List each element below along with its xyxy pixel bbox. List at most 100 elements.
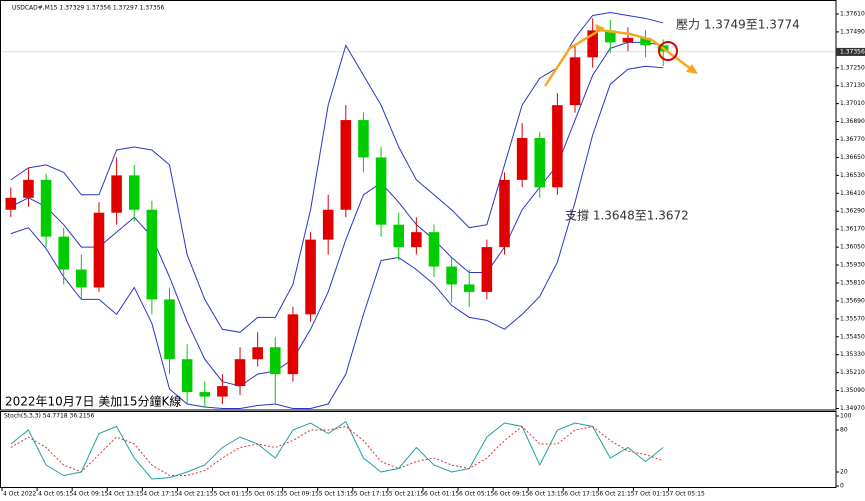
y-tick-label: 1.37610 [840, 10, 865, 17]
candle-body [146, 209, 158, 300]
bollinger-lower [10, 65, 664, 410]
candle-body [622, 37, 634, 43]
x-tick-label: 4 Oct 17:15 [143, 491, 178, 498]
y-tick-label: 1.36050 [840, 244, 865, 251]
candle-body [569, 57, 581, 106]
candle-body [58, 236, 69, 270]
x-tick-label: 6 Oct 13:15 [529, 491, 564, 498]
candle-body [252, 347, 263, 360]
y-tick-label: 1.36290 [840, 208, 865, 215]
stoch-panel [0, 411, 837, 488]
y-tick-label: 80 [840, 427, 848, 434]
x-tick-label: 6 Oct 21:15 [599, 491, 634, 498]
x-tick-label: 6 Oct 01:15 [424, 491, 459, 498]
candle-body [605, 30, 616, 43]
candle-body [40, 179, 52, 237]
candle-body [481, 247, 493, 292]
chart-subtitle: 2022年10月7日 美加15分鐘K線 [5, 394, 181, 409]
y-tick-label: 1.36530 [840, 172, 865, 179]
y-tick-label: 1.35450 [840, 333, 865, 340]
x-tick-label: 6 Oct 17:15 [564, 491, 599, 498]
candle-body [393, 224, 404, 248]
annotation: 支撐 1.3648至1.3672 [565, 209, 689, 223]
y-tick-label: 1.35330 [840, 351, 865, 358]
x-tick-label: 4 Oct 09:15 [73, 491, 108, 498]
y-tick-label: 20 [840, 469, 848, 476]
y-tick-label: 1.37010 [840, 100, 865, 107]
y-tick-label: 1.35810 [840, 279, 865, 286]
stoch-line [10, 425, 664, 476]
y-tick-label: 1.36170 [840, 226, 865, 233]
x-tick-label: 6 Oct 09:15 [494, 491, 529, 498]
highlight-circle [658, 41, 678, 61]
candle-body [322, 209, 334, 240]
candle-body [640, 37, 651, 46]
x-tick-label: 5 Oct 17:15 [354, 491, 389, 498]
y-tick-label: 1.37250 [840, 64, 865, 71]
trend-arrow [651, 38, 696, 74]
candle-body [270, 347, 281, 375]
x-tick-label: 5 Oct 09:15 [284, 491, 319, 498]
y-tick-label: 0 [840, 483, 844, 490]
candle-body [287, 314, 299, 375]
marks: 1.37610 1.37490 1.37250 1.37130 1.37010 1.368… [1, 10, 865, 498]
y-tick-label: 1.35210 [840, 369, 865, 376]
arrow-head [686, 64, 698, 74]
candle-body [516, 138, 528, 180]
candle-body [128, 175, 140, 210]
candle-body [534, 138, 546, 188]
x-tick-label: 5 Oct 01:15 [213, 491, 248, 498]
candle-body [199, 392, 211, 397]
y-tick-label: 1.35690 [840, 297, 865, 304]
candle-body [428, 232, 440, 267]
y-tick-label: 1.36770 [840, 136, 865, 143]
candle-body [446, 266, 457, 285]
candle-body [499, 179, 510, 248]
candle-body [23, 179, 34, 198]
candle-body [587, 30, 598, 58]
x-tick-label: 5 Oct 21:15 [389, 491, 424, 498]
candle-body [358, 120, 369, 158]
y-tick-label: 1.35570 [840, 315, 865, 322]
stoch-title: Stoch(5,3,3) 54.7718 36.2156 [4, 413, 95, 420]
candle-body [93, 212, 105, 288]
chart-title: USDCAD#,M15 1.37329 1.37356 1.37297 1.37… [12, 5, 165, 12]
candle-body [5, 197, 17, 210]
stoch-line [10, 420, 664, 480]
candle-body [234, 359, 246, 387]
x-tick-label: 7 Oct 01:15 [634, 491, 669, 498]
annotation: 壓力 1.3749至1.3774 [676, 18, 800, 32]
y-tick-label: 1.35930 [840, 262, 865, 269]
x-tick-label: 4 Oct 21:15 [178, 491, 213, 498]
candle-body [111, 175, 122, 213]
current-price-label: 1.37356 [840, 48, 865, 55]
y-tick-label: 1.34970 [840, 405, 865, 412]
y-tick-label: 100 [840, 413, 852, 420]
x-tick-label: 5 Oct 13:15 [319, 491, 354, 498]
y-tick-label: 1.35090 [840, 387, 865, 394]
current-price-box [836, 47, 865, 56]
candle-body [411, 232, 422, 248]
candle-body [181, 359, 193, 393]
x-tick-label: 4 Oct 05:15 [38, 491, 73, 498]
x-tick-label: 6 Oct 05:15 [459, 491, 494, 498]
candle-body [463, 284, 475, 292]
candle-body [552, 105, 563, 188]
y-tick-label: 1.37130 [840, 82, 865, 89]
x-tick-label: 7 Oct 05:15 [669, 491, 704, 498]
y-tick-label: 1.36890 [840, 118, 865, 125]
x-tick-label: 4 Oct 13:15 [108, 491, 143, 498]
arrow-head [595, 24, 605, 33]
x-tick-label: 4 Oct 2022 [3, 491, 36, 498]
candle-body [76, 269, 87, 288]
y-tick-label: 1.37490 [840, 28, 865, 35]
y-tick-label: 1.36650 [840, 154, 865, 161]
y-tick-label: 1.36410 [840, 190, 865, 197]
candle-body [375, 157, 387, 225]
main-panel [0, 0, 837, 411]
candle-body [164, 299, 175, 360]
x-tick-label: 5 Oct 05:15 [249, 491, 284, 498]
candle-body [305, 239, 316, 315]
candle-body [340, 120, 352, 210]
